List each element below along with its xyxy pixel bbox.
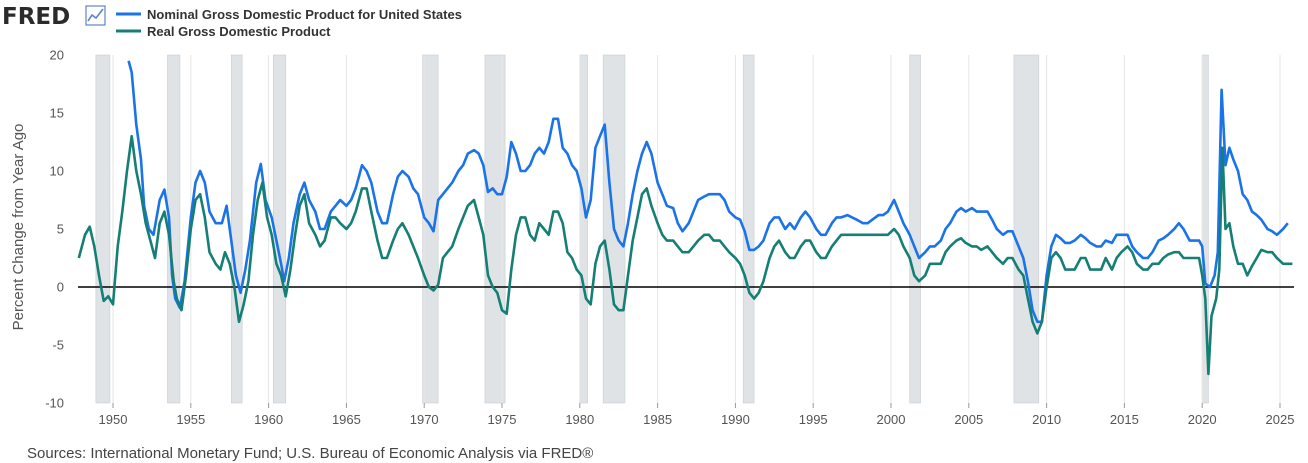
x-tick-label: 1950 — [99, 412, 128, 427]
line-chart-icon — [85, 5, 106, 26]
plot-background — [78, 55, 1294, 403]
recession-band — [230, 54, 243, 404]
x-tick-label: 2020 — [1188, 412, 1217, 427]
y-tick-label: 0 — [57, 280, 64, 295]
x-tick-label: 1980 — [565, 412, 594, 427]
recession-band — [422, 54, 439, 404]
y-tick-label: 10 — [50, 164, 64, 179]
y-tick-label: -10 — [45, 396, 64, 411]
grid-lines — [112, 55, 1281, 403]
y-tick-label: 15 — [50, 106, 64, 121]
series-line-real-gdp[interactable] — [77, 134, 1293, 376]
x-tick-label: 1985 — [643, 412, 672, 427]
plot-area — [78, 55, 1294, 403]
recession-band — [95, 54, 111, 404]
x-tick-label: 1960 — [254, 412, 283, 427]
recession-band — [579, 54, 588, 404]
series-lines — [77, 60, 1293, 376]
x-tick-label: 1995 — [799, 412, 828, 427]
y-tick-label: 20 — [50, 48, 64, 63]
legend-label-nominal[interactable]: Nominal Gross Domestic Product for Unite… — [147, 7, 462, 22]
source-note: Sources: International Monetary Fund; U.… — [27, 445, 593, 462]
x-tick-label: 1970 — [410, 412, 439, 427]
x-tick-label: 2000 — [877, 412, 906, 427]
y-axis-title: Percent Change from Year Ago — [10, 124, 27, 331]
y-axis-ticks: -10 -5 0 5 10 15 20 — [45, 48, 64, 411]
recession-band — [909, 54, 921, 404]
fred-logo-text: FRED — [2, 4, 70, 30]
x-tick-label: 2025 — [1266, 412, 1295, 427]
x-tick-label: 2005 — [954, 412, 983, 427]
series-line-nominal-gdp[interactable] — [127, 60, 1289, 324]
y-tick-label: 5 — [57, 222, 64, 237]
x-axis-ticks: 1950 1955 1960 1965 1970 1975 1980 1985 1990 1995… — [99, 403, 1295, 427]
y-tick-label: -5 — [52, 338, 64, 353]
recession-band — [484, 54, 506, 404]
fred-logo[interactable]: FRED — [2, 4, 106, 30]
x-tick-label: 1965 — [332, 412, 361, 427]
x-tick-label: 2015 — [1110, 412, 1139, 427]
x-tick-label: 2010 — [1032, 412, 1061, 427]
legend-label-real[interactable]: Real Gross Domestic Product — [147, 24, 331, 39]
x-tick-label: 1975 — [488, 412, 517, 427]
x-tick-label: 1955 — [176, 412, 205, 427]
x-tick-label: 1990 — [721, 412, 750, 427]
recession-band — [1013, 54, 1040, 404]
legend: Nominal Gross Domestic Product for Unite… — [116, 7, 462, 39]
